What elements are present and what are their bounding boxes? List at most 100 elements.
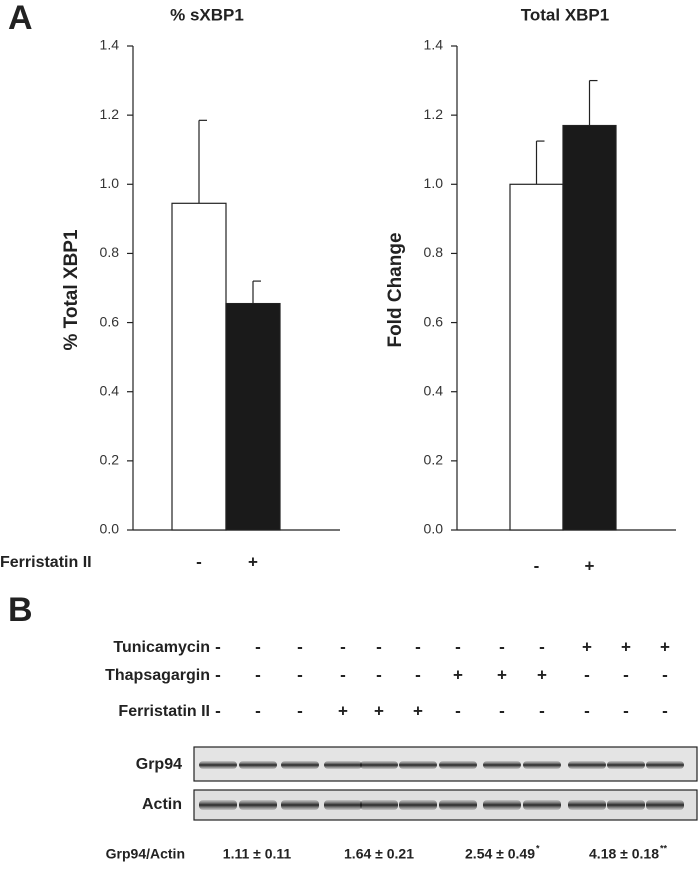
quant-label: Grp94/Actin — [106, 846, 185, 862]
lane-symbol: - — [297, 701, 303, 720]
band — [568, 761, 606, 769]
x-tick-label: - — [196, 552, 202, 571]
band — [646, 800, 684, 810]
x-tick-label: - — [534, 556, 540, 575]
significance: * — [536, 843, 540, 853]
band — [360, 761, 398, 769]
lane-symbol: - — [662, 665, 668, 684]
band — [199, 800, 237, 810]
lane-symbol: - — [499, 637, 505, 656]
y-tick-label: 0.6 — [100, 313, 120, 329]
lane-symbol: + — [660, 637, 670, 656]
blot-label: Grp94 — [136, 756, 182, 773]
row-label: Ferristatin II — [118, 703, 210, 720]
band — [199, 761, 237, 769]
y-tick-label: 0.4 — [424, 382, 444, 398]
lane-symbol: - — [297, 665, 303, 684]
lane-symbol: - — [584, 701, 590, 720]
band — [483, 761, 521, 769]
band — [281, 800, 319, 810]
lane-symbol: - — [415, 665, 421, 684]
lane-symbol: - — [215, 665, 221, 684]
lane-symbol: - — [539, 637, 545, 656]
band — [399, 761, 437, 769]
lane-symbol: - — [455, 701, 461, 720]
quant-value: 1.11 ± 0.11 — [223, 846, 292, 862]
y-tick-label: 1.0 — [100, 175, 120, 191]
lane-symbol: - — [215, 637, 221, 656]
band — [439, 800, 477, 810]
lane-symbol: - — [584, 665, 590, 684]
lane-symbol: + — [413, 701, 423, 720]
lane-symbol: - — [376, 637, 382, 656]
lane-symbol: - — [255, 701, 261, 720]
lane-symbol: - — [340, 665, 346, 684]
significance: ** — [660, 843, 668, 853]
band — [523, 761, 561, 769]
band — [239, 800, 277, 810]
band — [646, 761, 684, 769]
y-tick-label: 0.0 — [100, 521, 120, 537]
bar — [509, 183, 564, 531]
bar — [562, 124, 617, 531]
y-tick-label: 0.6 — [424, 313, 444, 329]
band — [607, 800, 645, 810]
quant-value: 4.18 ± 0.18 — [589, 846, 659, 862]
band — [439, 761, 477, 769]
y-tick-label: 0.8 — [100, 244, 120, 260]
y-tick-label: 0.2 — [424, 452, 444, 468]
band — [523, 800, 561, 810]
band — [360, 800, 398, 810]
lane-symbol: - — [340, 637, 346, 656]
y-axis-label: Fold Change — [385, 232, 406, 347]
bar — [171, 202, 227, 531]
y-tick-label: 0.8 — [424, 244, 444, 260]
chart-title: % sXBP1 — [170, 5, 244, 24]
band — [239, 761, 277, 769]
y-tick-label: 0.2 — [100, 452, 120, 468]
panel-label: B — [8, 591, 33, 629]
row-label: Tunicamycin — [113, 639, 210, 656]
lane-symbol: - — [215, 701, 221, 720]
band — [399, 800, 437, 810]
band — [568, 800, 606, 810]
y-tick-label: 1.4 — [100, 37, 120, 53]
lane-symbol: - — [539, 701, 545, 720]
y-tick-label: 1.2 — [424, 106, 444, 122]
y-axis-label: % Total XBP1 — [61, 229, 82, 350]
y-tick-label: 0.4 — [100, 382, 120, 398]
x-tick-label: + — [248, 552, 258, 571]
blot-label: Actin — [142, 796, 182, 813]
y-tick-label: 1.2 — [100, 106, 120, 122]
band — [607, 761, 645, 769]
chart-title: Total XBP1 — [521, 5, 609, 24]
lane-symbol: - — [255, 637, 261, 656]
row-label: Thapsagargin — [105, 667, 210, 684]
x-axis-label: Ferristatin II — [0, 554, 92, 571]
lane-symbol: + — [582, 637, 592, 656]
bar — [225, 302, 281, 531]
quant-value: 1.64 ± 0.21 — [344, 846, 414, 862]
panel-label: A — [8, 0, 33, 37]
lane-symbol: - — [623, 701, 629, 720]
lane-symbol: - — [255, 665, 261, 684]
lane-symbol: + — [621, 637, 631, 656]
y-tick-label: 0.0 — [424, 521, 444, 537]
lane-symbol: - — [455, 637, 461, 656]
lane-symbol: - — [376, 665, 382, 684]
lane-symbol: + — [453, 665, 463, 684]
lane-symbol: + — [537, 665, 547, 684]
lane-symbol: + — [497, 665, 507, 684]
band — [324, 761, 362, 769]
x-tick-label: + — [585, 556, 595, 575]
band — [324, 800, 362, 810]
lane-symbol: - — [662, 701, 668, 720]
band — [483, 800, 521, 810]
band — [281, 761, 319, 769]
lane-symbol: + — [338, 701, 348, 720]
quant-value: 2.54 ± 0.49 — [465, 846, 535, 862]
lane-symbol: + — [374, 701, 384, 720]
lane-symbol: - — [499, 701, 505, 720]
